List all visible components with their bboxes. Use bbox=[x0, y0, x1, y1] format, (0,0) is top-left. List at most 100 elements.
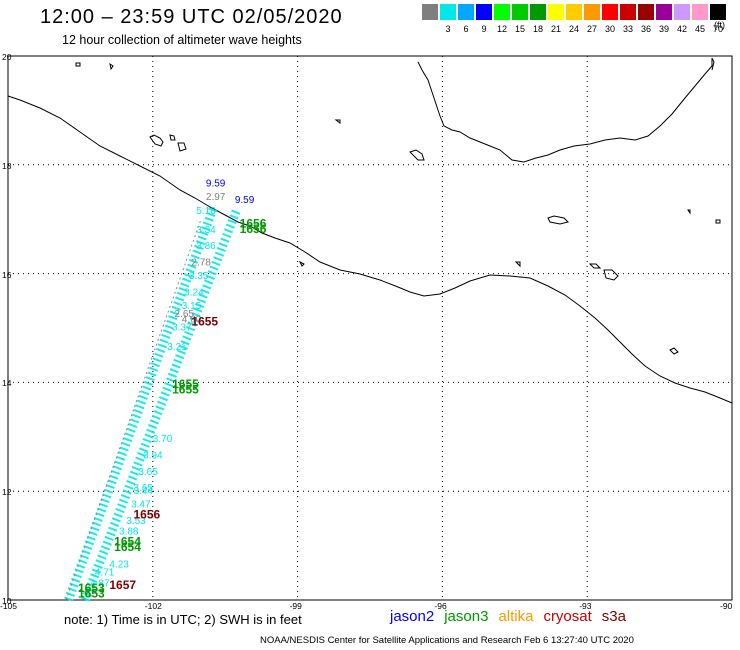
time-label: 1653 bbox=[78, 586, 105, 600]
wave-height-label: 2.65 bbox=[175, 309, 195, 320]
lon-tick-label: -90 bbox=[720, 601, 733, 611]
wave-height-label: 4.71 bbox=[95, 568, 115, 579]
wave-height-label: 3.15 bbox=[182, 301, 202, 312]
wave-height-label: 3.86 bbox=[196, 241, 216, 252]
scale-label: 18 bbox=[532, 24, 544, 34]
scale-label: 12 bbox=[496, 24, 508, 34]
satellite-legend-item: cryosat bbox=[543, 608, 592, 625]
lat-tick-label: 20 bbox=[2, 52, 12, 62]
lat-tick-label: 16 bbox=[2, 269, 12, 280]
scale-label: 27 bbox=[586, 24, 598, 34]
scale-swatch bbox=[620, 4, 636, 20]
lat-tick-label: 10 bbox=[2, 596, 12, 606]
time-label: 1653 bbox=[78, 581, 105, 595]
time-label: 1656 bbox=[133, 507, 160, 521]
wave-height-label: 2.97 bbox=[206, 192, 226, 203]
wave-height-label: 3.65 bbox=[138, 467, 158, 478]
credit-line: NOAA/NESDIS Center for Satellite Applica… bbox=[260, 635, 634, 646]
scale-swatch bbox=[422, 4, 438, 20]
scale-label: 39 bbox=[658, 24, 670, 34]
scale-swatch bbox=[692, 4, 708, 20]
scale-swatch bbox=[494, 4, 510, 20]
satellite-legend-item: altika bbox=[498, 608, 534, 625]
scale-swatch bbox=[548, 4, 564, 20]
satellite-legend-item: jason3 bbox=[444, 608, 489, 625]
scale-label: 15 bbox=[514, 24, 526, 34]
scale-swatch bbox=[602, 4, 618, 20]
scale-label: 24 bbox=[568, 24, 580, 34]
scale-label: 21 bbox=[550, 24, 562, 34]
lon-tick-label: -93 bbox=[579, 601, 592, 611]
wave-height-label: 3.47 bbox=[131, 500, 151, 511]
scale-swatch bbox=[584, 4, 600, 20]
ground-track bbox=[65, 219, 202, 601]
lon-tick-label: -105 bbox=[0, 601, 18, 611]
time-label: 1657 bbox=[109, 578, 136, 592]
scale-swatch bbox=[710, 4, 726, 20]
wave-height-label: 3.94 bbox=[143, 451, 163, 462]
time-label: 1654 bbox=[114, 535, 141, 549]
scale-label: 45 bbox=[694, 24, 706, 34]
scale-label: 6 bbox=[463, 24, 469, 34]
footnote: note: 1) Time is in UTC; 2) SWH is in fe… bbox=[64, 612, 302, 627]
lat-tick-label: 18 bbox=[2, 160, 12, 171]
wave-height-label: 4.60 bbox=[182, 315, 202, 326]
track-labels: 9.59 2.97 9.59 5.16 3.34 3.86 2.78 3.35 3.24 3.15… bbox=[78, 179, 267, 601]
map-title: 12:00 – 23:59 UTC 02/05/2020 bbox=[40, 6, 343, 28]
wave-height-label: 3.35 bbox=[189, 271, 209, 282]
lat-tick-label: 12 bbox=[2, 487, 12, 498]
time-label: 1655 bbox=[191, 314, 218, 328]
time-label: 1655 bbox=[172, 382, 199, 396]
scale-label: 3 bbox=[445, 24, 451, 34]
lon-tick-label: -96 bbox=[434, 601, 447, 611]
graticule bbox=[8, 56, 732, 600]
map-subtitle: 12 hour collection of altimeter wave hei… bbox=[62, 33, 302, 47]
scale-swatch bbox=[674, 4, 690, 20]
wave-height-label: 3.34 bbox=[196, 225, 216, 236]
time-label: 1656 bbox=[240, 222, 267, 236]
scale-label: 9 bbox=[481, 24, 487, 34]
ground-track bbox=[81, 206, 242, 602]
scale-label: 33 bbox=[622, 24, 634, 34]
scale-label: 70 bbox=[712, 24, 724, 34]
scale-label: 36 bbox=[640, 24, 652, 34]
time-label: 1656 bbox=[240, 216, 267, 230]
scale-swatch bbox=[458, 4, 474, 20]
lon-tick-label: -102 bbox=[144, 601, 162, 611]
wave-height-label: 3.21 bbox=[167, 342, 187, 353]
coastline-yucatan-east bbox=[711, 57, 715, 71]
wave-height-label: 3.88 bbox=[119, 527, 139, 538]
scale-swatch bbox=[512, 4, 528, 20]
color-scale-unit: (ft) bbox=[714, 20, 725, 30]
wave-height-label: 3.70 bbox=[153, 434, 173, 445]
wave-height-label: 9.59 bbox=[235, 195, 255, 206]
scale-label: 30 bbox=[604, 24, 616, 34]
scale-swatch bbox=[440, 4, 456, 20]
wave-height-label: 3.53 bbox=[126, 516, 146, 527]
satellite-legend-item: jason2 bbox=[390, 608, 435, 625]
map-frame bbox=[7, 55, 733, 601]
scale-swatch bbox=[476, 4, 492, 20]
scale-swatch bbox=[638, 4, 654, 20]
scale-swatch bbox=[656, 4, 672, 20]
wave-height-label: 3.65 bbox=[133, 483, 153, 494]
wave-height-label: 4.23 bbox=[109, 559, 129, 570]
islands bbox=[75, 62, 721, 355]
wave-height-label: 5.16 bbox=[196, 206, 216, 217]
coastline-pacific bbox=[7, 95, 733, 404]
scale-swatch bbox=[530, 4, 546, 20]
wave-height-label: 4.87 bbox=[90, 578, 110, 589]
lon-tick-label: -99 bbox=[289, 601, 302, 611]
lat-tick-label: 14 bbox=[2, 378, 12, 389]
scale-label: 42 bbox=[676, 24, 688, 34]
wave-height-label: 3.24 bbox=[184, 287, 204, 298]
wave-height-label: 3.37 bbox=[172, 323, 192, 334]
satellite-legend: jason2 jason3 altika cryosat s3a bbox=[390, 608, 636, 625]
satellite-tracks bbox=[64, 206, 242, 602]
time-label: 1654 bbox=[114, 540, 141, 554]
wave-height-label: 9.59 bbox=[206, 179, 226, 190]
time-label: 1655 bbox=[172, 377, 199, 391]
satellite-legend-item: s3a bbox=[601, 608, 626, 625]
scale-swatch bbox=[566, 4, 582, 20]
